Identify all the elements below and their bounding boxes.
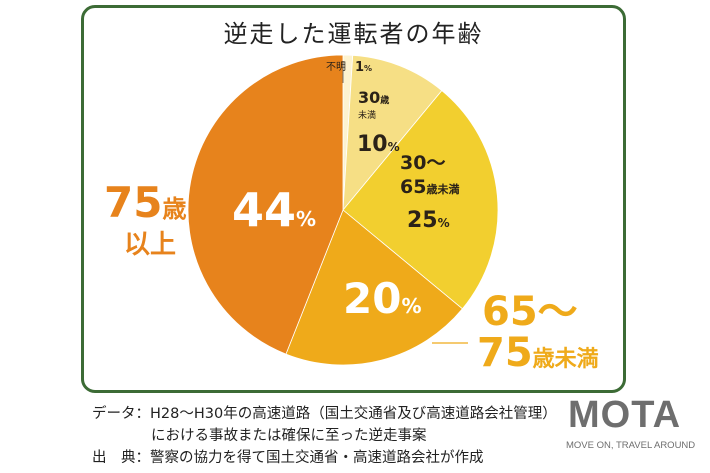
label-75-plus-value: 44%: [232, 183, 316, 237]
chart-title: 逆走した運転者の年齢: [223, 20, 484, 48]
label-30-65-line2: 65歳未満: [400, 176, 459, 198]
label-75-plus-outside-line2: 以上: [124, 230, 176, 260]
label-u30-name: 30歳: [358, 88, 389, 107]
label-u30-value: 10%: [357, 132, 400, 157]
pie-slice-u30: [342, 54, 443, 212]
label-unknown-value: 1%: [355, 60, 372, 75]
label-75-plus-outside-line1: 75歳: [104, 178, 186, 227]
data-note-line2: における事故または確保に至った逆走事案: [151, 428, 427, 444]
label-30-65-value: 25%: [407, 208, 450, 233]
label-unknown-name: 不明: [326, 61, 346, 73]
label-65-75-outside-line2: 75歳未満: [477, 330, 599, 376]
label-65-75-value: 20%: [343, 274, 422, 323]
label-65-75-outside-line1: 65〜: [482, 289, 578, 335]
label-u30-name-sub: 未満: [358, 109, 376, 121]
pie-slice-a30_65: [342, 90, 499, 310]
source-note: 出 典：警察の協力を得て国土交通省・高速道路会社が作成: [92, 450, 484, 466]
mota-logo: MOTA MOVE ON, TRAVEL AROUND: [560, 394, 710, 464]
label-30-65-line1: 30〜: [400, 152, 445, 174]
logo-wordmark: MOTA: [568, 394, 682, 436]
pie-slice-a75: [187, 54, 344, 355]
logo-tagline: MOVE ON, TRAVEL AROUND: [566, 440, 696, 451]
data-note-line1: データ：H28〜H30年の高速道路（国土交通省及び高速道路会社管理）: [92, 406, 557, 422]
pie-slice-a65_75: [285, 209, 463, 366]
pie-chart: 不明 1% 30歳 未満 10% 30〜 65歳未満 25% 20% 65〜 7…: [104, 54, 599, 376]
